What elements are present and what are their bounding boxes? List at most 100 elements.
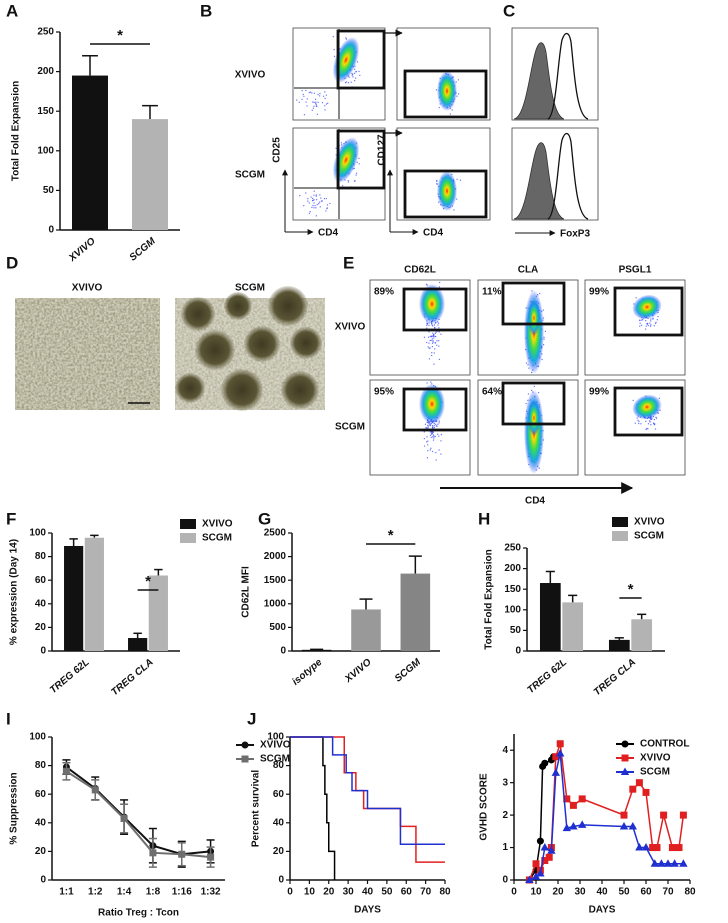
event-dot [438, 420, 440, 422]
event-dot [438, 106, 440, 109]
row-label: XVIVO [235, 70, 266, 81]
gate [403, 69, 488, 119]
event-dot [308, 212, 311, 214]
gate [402, 287, 468, 332]
event-dot [646, 322, 648, 325]
gate-percent: 64% [482, 387, 502, 398]
y-tick-label: 500 [269, 622, 286, 633]
event-dot [430, 423, 432, 425]
event-dot [430, 336, 433, 338]
event-dot [438, 449, 440, 451]
event-dot [650, 418, 652, 420]
event-dot [433, 334, 435, 336]
marker [241, 741, 249, 749]
event-dot [324, 97, 326, 100]
event-dot [533, 385, 535, 387]
event-dot [341, 185, 344, 187]
event-dot [326, 204, 329, 206]
event-dot [326, 207, 328, 209]
event-dot [433, 435, 435, 437]
y-tick-label: 80 [35, 760, 47, 771]
event-dot [427, 450, 429, 452]
event-dot [423, 336, 426, 338]
y-tick-label: 200 [504, 563, 521, 574]
y-tick-label: 100 [29, 732, 46, 743]
isotype-histogram [513, 142, 565, 220]
event-dot [636, 417, 638, 419]
event-dot [315, 98, 317, 100]
event-dot [426, 441, 428, 443]
y-axis-label: Total Fold Expansion [484, 549, 495, 649]
event-dot [650, 320, 652, 322]
marker [91, 786, 99, 794]
axis-label: CD4 [318, 228, 338, 239]
x-tick-label: 10 [304, 887, 316, 898]
y-tick-label: 40 [35, 817, 47, 828]
y-tick-label: 0 [515, 646, 521, 657]
gate [403, 169, 488, 219]
density-blob [437, 71, 457, 111]
bar [608, 639, 630, 651]
y-tick-label: 40 [273, 817, 285, 828]
y-tick-label: 1000 [264, 598, 287, 609]
event-dot [335, 154, 337, 156]
event-dot [434, 326, 436, 329]
event-dot [313, 199, 315, 201]
density-blob [632, 394, 662, 420]
event-dot [305, 101, 307, 103]
axis-label: FoxP3 [560, 229, 590, 240]
event-dot [438, 435, 440, 437]
event-dot [358, 70, 360, 73]
event-dot [436, 344, 438, 346]
event-dot [322, 95, 325, 97]
y-tick-label: 50 [43, 185, 55, 196]
event-dot [325, 94, 327, 96]
event-dot [638, 420, 640, 422]
event-dot [311, 109, 313, 111]
x-tick-label: 0 [287, 887, 293, 898]
marker [178, 850, 186, 858]
event-dot [315, 104, 317, 106]
event-dot [436, 183, 438, 185]
density-blob [528, 300, 540, 336]
event-dot [423, 431, 425, 433]
isotype-histogram [513, 42, 565, 120]
event-dot [635, 297, 637, 299]
event-dot [340, 142, 343, 144]
y-tick-label: 0 [48, 225, 54, 236]
row-label: XVIVO [335, 322, 366, 333]
event-dot [435, 423, 437, 425]
event-dot [324, 109, 326, 111]
marker [536, 837, 544, 845]
y-tick-label: 0 [40, 646, 46, 657]
event-dot [433, 437, 435, 439]
event-dot [426, 323, 429, 325]
event-dot [645, 420, 647, 422]
event-dot [317, 101, 319, 103]
event-dot [431, 354, 433, 357]
event-dot [426, 327, 428, 329]
x-tick-label: TREG 62L [48, 657, 92, 696]
marker [675, 844, 683, 852]
event-dot [431, 430, 433, 433]
event-dot [424, 423, 427, 425]
event-dot [650, 324, 652, 326]
marker [562, 823, 571, 832]
event-dot [541, 358, 543, 361]
event-dot [431, 342, 434, 344]
event-dot [437, 433, 439, 435]
event-dot [429, 339, 431, 342]
event-dot [432, 427, 434, 430]
y-tick-label: 0 [502, 875, 508, 886]
event-dot [542, 309, 544, 311]
legend-swatch [612, 517, 628, 527]
density-blob [632, 294, 662, 320]
legend-label: SCGM [640, 767, 670, 778]
flow-plot-frame [584, 279, 686, 376]
event-dot [647, 322, 649, 325]
event-dot [316, 203, 318, 206]
gate [336, 129, 386, 190]
gate [336, 29, 386, 90]
event-dot [433, 337, 435, 339]
event-dot [431, 425, 434, 427]
